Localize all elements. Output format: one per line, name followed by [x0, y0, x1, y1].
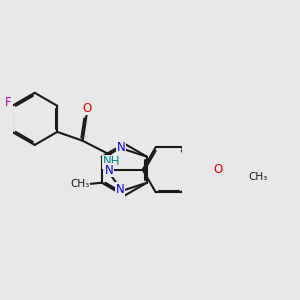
Text: N: N [116, 183, 124, 196]
Text: F: F [5, 97, 11, 110]
Text: O: O [213, 163, 223, 176]
Text: CH₃: CH₃ [249, 172, 268, 182]
Text: N: N [105, 164, 113, 177]
Text: O: O [82, 102, 91, 115]
Text: NH: NH [103, 155, 120, 168]
Text: CH₃: CH₃ [70, 179, 89, 189]
Text: N: N [116, 142, 125, 154]
